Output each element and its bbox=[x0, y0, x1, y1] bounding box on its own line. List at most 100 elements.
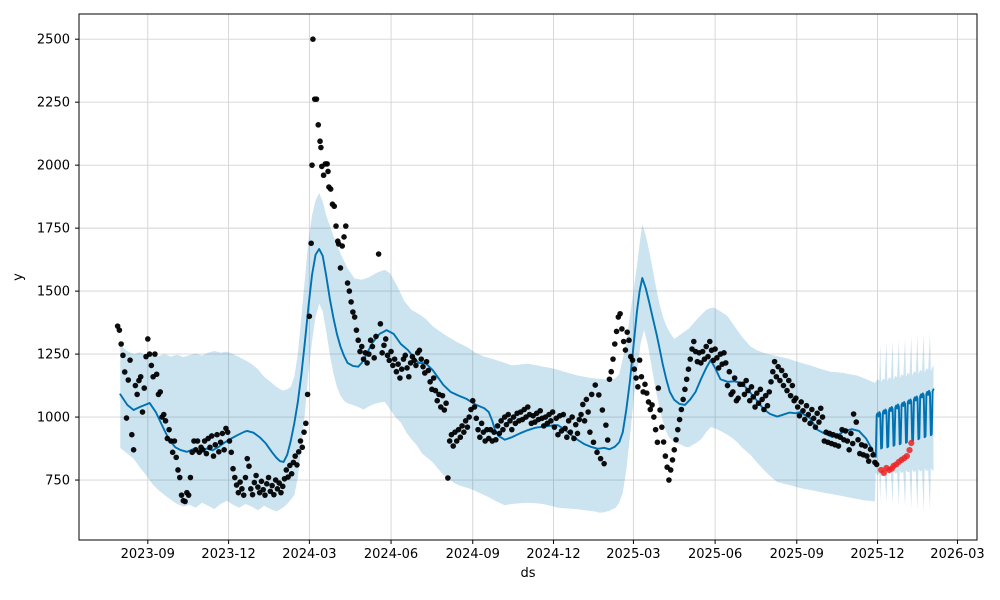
history-point bbox=[141, 385, 148, 391]
history-point bbox=[608, 368, 615, 375]
history-point bbox=[567, 429, 574, 435]
history-point bbox=[228, 449, 235, 456]
history-point bbox=[263, 481, 270, 487]
history-point bbox=[819, 414, 826, 420]
history-point bbox=[432, 387, 439, 394]
history-point bbox=[308, 240, 314, 247]
history-point bbox=[726, 368, 733, 375]
history-point bbox=[685, 366, 692, 373]
history-point bbox=[578, 411, 584, 418]
history-point bbox=[459, 423, 465, 429]
history-point bbox=[493, 436, 499, 443]
history-point bbox=[666, 477, 672, 483]
history-point bbox=[599, 407, 606, 413]
history-point bbox=[221, 447, 227, 453]
history-point bbox=[200, 447, 206, 453]
uncertainty-band bbox=[120, 192, 934, 513]
history-point bbox=[699, 348, 706, 355]
history-point bbox=[357, 348, 363, 355]
history-point bbox=[762, 392, 769, 399]
history-point bbox=[703, 343, 710, 350]
history-point bbox=[285, 474, 291, 480]
x-tick-label: 2023-12 bbox=[201, 547, 255, 562]
history-point bbox=[714, 355, 720, 361]
history-point bbox=[306, 313, 313, 320]
x-tick-label: 2025-06 bbox=[688, 547, 742, 562]
history-point bbox=[789, 382, 796, 389]
history-point bbox=[464, 424, 471, 430]
history-point bbox=[182, 498, 188, 505]
history-point bbox=[384, 352, 391, 359]
history-point bbox=[249, 491, 256, 498]
history-point bbox=[132, 382, 139, 389]
history-point bbox=[809, 406, 815, 413]
history-point bbox=[771, 358, 778, 365]
history-point bbox=[581, 418, 588, 424]
history-point bbox=[671, 447, 678, 453]
history-point bbox=[423, 358, 430, 365]
history-point bbox=[382, 336, 389, 342]
history-point bbox=[835, 443, 842, 449]
history-point bbox=[299, 444, 306, 451]
history-point bbox=[687, 356, 694, 362]
history-point bbox=[146, 351, 153, 357]
history-point bbox=[166, 426, 172, 433]
history-point bbox=[801, 416, 808, 423]
history-point bbox=[203, 450, 210, 457]
history-point bbox=[643, 390, 650, 396]
history-point bbox=[564, 434, 570, 441]
history-point bbox=[683, 376, 690, 383]
history-point bbox=[807, 420, 813, 427]
x-tick-label: 2025-03 bbox=[606, 547, 660, 562]
history-point bbox=[278, 489, 284, 496]
history-point bbox=[185, 492, 192, 498]
history-point bbox=[667, 467, 674, 473]
history-point bbox=[746, 397, 753, 404]
history-point bbox=[796, 413, 803, 419]
history-point bbox=[842, 428, 849, 434]
history-point bbox=[187, 474, 194, 481]
history-point bbox=[803, 402, 810, 409]
history-point bbox=[764, 402, 771, 409]
history-point bbox=[761, 406, 767, 413]
history-point bbox=[817, 405, 824, 412]
history-point bbox=[288, 470, 295, 477]
history-point bbox=[369, 343, 376, 350]
history-point bbox=[295, 449, 302, 455]
history-point bbox=[712, 346, 718, 352]
history-point bbox=[171, 438, 178, 444]
history-point bbox=[353, 327, 360, 333]
history-point bbox=[784, 387, 790, 394]
recent-point bbox=[908, 439, 915, 447]
history-point bbox=[780, 382, 787, 389]
history-point bbox=[216, 449, 222, 455]
history-point bbox=[386, 357, 393, 364]
history-point bbox=[524, 404, 531, 410]
history-point bbox=[235, 489, 242, 496]
history-point bbox=[793, 395, 799, 401]
history-point bbox=[624, 329, 631, 335]
history-point bbox=[629, 357, 636, 363]
history-point bbox=[169, 449, 176, 456]
history-point bbox=[611, 341, 618, 347]
history-point bbox=[844, 438, 851, 444]
history-point bbox=[698, 360, 704, 366]
history-point bbox=[251, 479, 258, 486]
y-tick-label: 2500 bbox=[37, 33, 70, 48]
history-point bbox=[309, 162, 315, 168]
recent-point bbox=[903, 453, 910, 460]
history-point bbox=[324, 161, 330, 167]
history-point bbox=[785, 377, 792, 384]
history-point bbox=[217, 439, 224, 446]
history-point bbox=[274, 486, 281, 492]
history-point bbox=[755, 400, 762, 407]
history-point bbox=[867, 446, 874, 453]
history-point bbox=[381, 342, 387, 349]
history-point bbox=[651, 414, 657, 420]
x-tick-label: 2023-09 bbox=[121, 547, 175, 562]
history-point bbox=[604, 437, 611, 443]
history-point bbox=[743, 377, 749, 384]
recent-point bbox=[906, 446, 913, 454]
y-tick-label: 2000 bbox=[37, 159, 70, 174]
history-point bbox=[443, 400, 449, 407]
